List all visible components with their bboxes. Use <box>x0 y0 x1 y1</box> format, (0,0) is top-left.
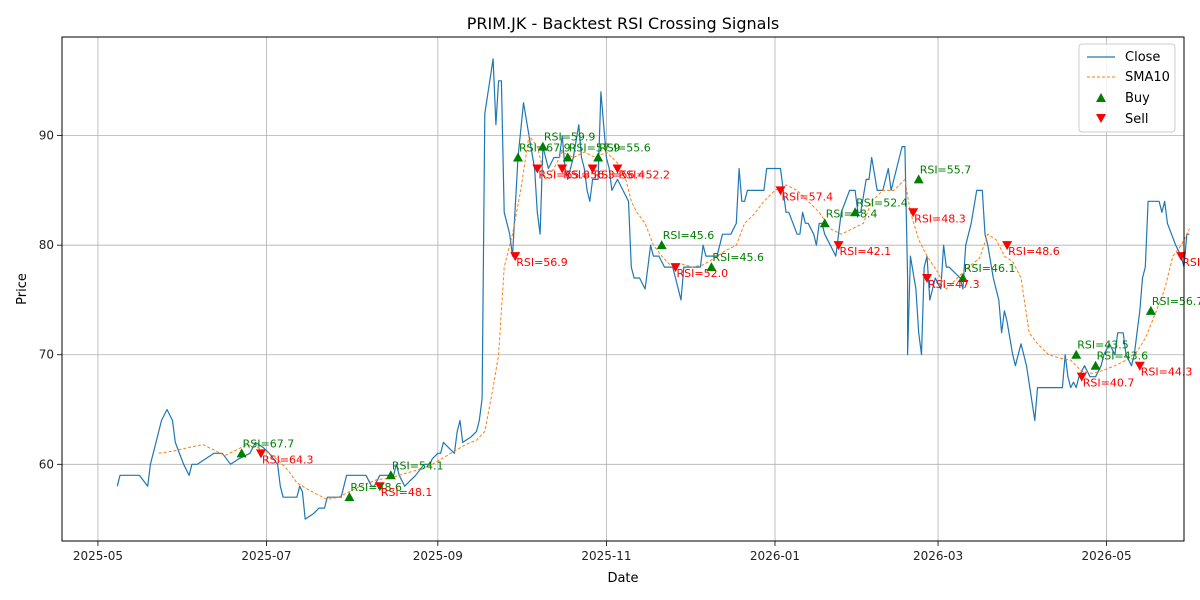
sell-marker <box>833 241 844 251</box>
x-tick-label: 2026-03 <box>913 549 963 563</box>
x-axis-ticks: 2025-05 2025-07 2025-09 2025-11 2026-01 2026-… <box>73 541 1132 563</box>
legend-sell-marker <box>1096 114 1106 123</box>
buy-marker <box>562 152 573 162</box>
buy-annotation: RSI=45.6 <box>663 229 715 242</box>
x-tick-label: 2026-05 <box>1082 549 1132 563</box>
sell-annotation: RSI=52.2 <box>618 168 670 181</box>
sell-marker <box>557 164 568 174</box>
buy-annotation: RSI=67.7 <box>243 437 295 450</box>
sell-annotation: RSI=47.3 <box>928 278 980 291</box>
buy-marker <box>819 218 830 228</box>
buy-annotation: RSI=67.9 <box>519 142 571 155</box>
buy-annotation: RSI=45.6 <box>712 251 764 264</box>
sell-annotation: RSI=40.7 <box>1083 377 1135 390</box>
sell-annotation: RSI=57.4 <box>782 190 834 203</box>
signal-markers <box>236 141 1187 502</box>
buy-marker <box>512 152 523 162</box>
buy-annotation: RSI=56.7 <box>1152 295 1200 308</box>
sell-marker <box>1002 241 1013 251</box>
y-tick-label: 70 <box>39 348 54 362</box>
sell-marker <box>775 186 786 196</box>
plot-frame <box>61 36 1185 542</box>
buy-annotation: RSI=43.5 <box>1077 339 1129 352</box>
chart-title: PRIM.JK - Backtest RSI Crossing Signals <box>467 14 779 33</box>
buy-marker <box>344 492 355 502</box>
sell-marker <box>510 252 521 262</box>
sell-annotation: RSI=48.1 <box>381 486 433 499</box>
sell-marker <box>921 274 932 284</box>
sell-marker <box>587 164 598 174</box>
buy-marker <box>957 273 968 283</box>
legend-sell-label: Sell <box>1125 112 1148 127</box>
buy-annotation: RSI=55.7 <box>920 163 972 176</box>
sell-marker <box>670 263 681 273</box>
sell-annotation: RSI=44.3 <box>1141 366 1193 379</box>
x-axis-label: Date <box>607 571 638 586</box>
sell-marker <box>612 164 623 174</box>
legend-buy-label: Buy <box>1125 91 1150 106</box>
buy-marker <box>1071 349 1082 359</box>
buy-marker <box>537 141 548 151</box>
sell-annotation: RSI=52.0 <box>677 267 729 280</box>
legend-close-label: Close <box>1125 50 1160 65</box>
sell-annotation: RSI=56.8 <box>1182 256 1200 269</box>
series-lines <box>116 58 1190 520</box>
sell-marker <box>1076 372 1087 382</box>
y-axis-label: Price <box>15 273 30 305</box>
y-tick-label: 80 <box>39 238 54 252</box>
y-tick-label: 60 <box>39 457 54 471</box>
buy-annotation: RSI=54.1 <box>392 459 444 472</box>
grid-lines <box>62 37 1184 541</box>
buy-marker <box>385 470 396 480</box>
sell-annotation: RSI=64.3 <box>262 453 314 466</box>
buy-annotation: RSI=43.6 <box>1097 350 1149 363</box>
y-axis-ticks: 60 70 80 90 <box>39 129 62 471</box>
buy-marker <box>593 152 604 162</box>
sell-annotation: RSI=48.3 <box>914 212 966 225</box>
buy-annotation: RSI=59.9 <box>544 131 596 144</box>
buy-annotation: RSI=46.1 <box>964 262 1016 275</box>
x-tick-label: 2025-09 <box>413 549 463 563</box>
buy-annotation: RSI=57.9 <box>569 142 621 155</box>
buy-annotation: RSI=52.4 <box>856 196 908 209</box>
x-tick-label: 2025-05 <box>73 549 123 563</box>
buy-marker <box>1145 305 1156 315</box>
buy-marker <box>850 207 861 217</box>
sell-marker <box>255 449 266 459</box>
buy-marker <box>656 240 667 250</box>
sell-marker <box>1134 361 1145 371</box>
sell-marker <box>532 164 543 174</box>
x-tick-label: 2025-11 <box>581 549 631 563</box>
sell-marker <box>374 482 385 492</box>
x-tick-label: 2025-07 <box>241 549 291 563</box>
sma10-line <box>158 135 1190 500</box>
buy-marker <box>236 448 247 458</box>
legend-sma-label: SMA10 <box>1125 70 1170 85</box>
buy-marker <box>913 174 924 184</box>
buy-annotation: RSI=48.4 <box>826 207 878 220</box>
sell-annotation: RSI=56.9 <box>516 256 568 269</box>
sell-annotation: RSI=56.3 <box>563 168 615 181</box>
legend-buy-marker <box>1096 93 1106 102</box>
signal-annotations: RSI=67.7 RSI=48.6 RSI=54.1 RSI=67.9RSI=59.9… <box>243 131 1200 500</box>
sell-marker <box>908 208 919 218</box>
sell-annotation: RSI=48.6 <box>1008 245 1060 258</box>
buy-annotation: RSI=48.6 <box>350 481 402 494</box>
buy-marker <box>706 262 717 272</box>
buy-annotation: RSI=55.6 <box>599 142 651 155</box>
y-tick-label: 90 <box>39 129 54 143</box>
sell-annotation: RSI=56.4 <box>594 168 646 181</box>
legend-box <box>1078 43 1176 133</box>
sell-annotation: RSI=42.1 <box>840 245 892 258</box>
x-tick-label: 2026-01 <box>750 549 800 563</box>
legend: Close SMA10 Buy Sell <box>1078 43 1176 133</box>
buy-marker <box>1090 360 1101 370</box>
sell-annotation: RSI=65.8 <box>538 168 590 181</box>
close-line <box>116 58 1190 520</box>
